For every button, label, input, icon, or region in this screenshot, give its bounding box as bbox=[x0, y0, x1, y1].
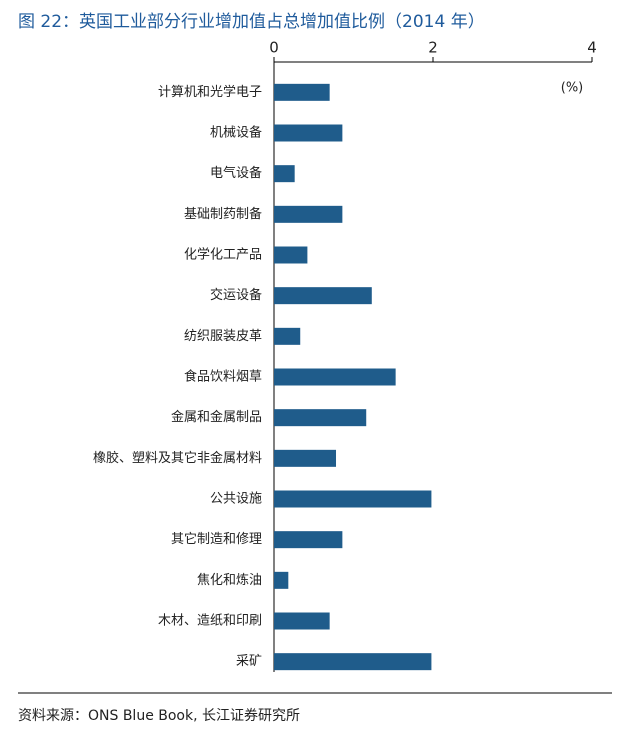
bar bbox=[274, 327, 301, 345]
x-tick-label: 2 bbox=[428, 39, 438, 57]
x-tick-label: 0 bbox=[269, 39, 279, 57]
y-tick-label: 基础制药制备 bbox=[184, 206, 262, 222]
y-tick-label: 金属和金属制品 bbox=[171, 409, 262, 425]
y-tick-label: 化学化工产品 bbox=[184, 247, 262, 263]
bar bbox=[274, 531, 343, 549]
y-tick-label: 电气设备 bbox=[210, 165, 262, 181]
y-tick-label: 公共设施 bbox=[210, 492, 262, 507]
bar bbox=[274, 490, 432, 508]
bar bbox=[274, 653, 432, 671]
bar bbox=[274, 409, 367, 427]
y-tick-label: 木材、造纸和印刷 bbox=[158, 614, 262, 629]
y-tick-label: 其它制造和修理 bbox=[171, 531, 262, 547]
bar bbox=[274, 449, 337, 467]
bar bbox=[274, 246, 308, 264]
x-tick-label: 4 bbox=[587, 39, 597, 57]
bar bbox=[274, 165, 295, 183]
y-tick-label: 焦化和炼油 bbox=[197, 573, 262, 588]
unit-label: (%) bbox=[561, 81, 584, 96]
bar bbox=[274, 124, 343, 142]
bar bbox=[274, 205, 343, 223]
bar bbox=[274, 287, 372, 305]
source: 资料来源：ONS Blue Book, 长江证券研究所 bbox=[18, 708, 300, 724]
bar bbox=[274, 83, 330, 101]
y-tick-label: 采矿 bbox=[236, 654, 262, 669]
bar bbox=[274, 368, 396, 386]
y-tick-label: 橡胶、塑料及其它非金属材料 bbox=[93, 450, 262, 466]
y-tick-label: 机械设备 bbox=[210, 125, 262, 141]
bar bbox=[274, 571, 289, 589]
y-tick-label: 计算机和光学电子 bbox=[158, 84, 262, 100]
bar bbox=[274, 612, 330, 630]
y-tick-label: 纺织服装皮革 bbox=[184, 329, 262, 344]
y-tick-label: 交运设备 bbox=[210, 287, 262, 303]
chart-title: 图 22：英国工业部分行业增加值占总增加值比例（2014 年） bbox=[18, 12, 485, 32]
y-tick-label: 食品饮料烟草 bbox=[184, 369, 262, 385]
